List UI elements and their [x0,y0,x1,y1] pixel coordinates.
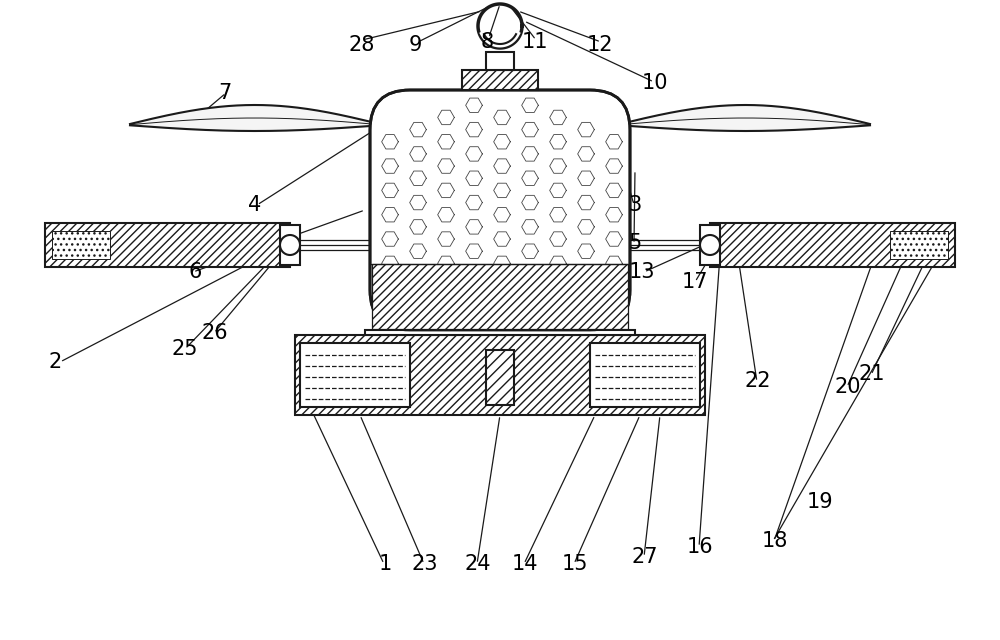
Text: 10: 10 [642,73,668,93]
Text: 25: 25 [172,339,198,359]
Text: 26: 26 [202,323,228,343]
Text: 12: 12 [587,35,613,55]
Bar [372,264,628,329]
Bar [590,343,700,407]
Bar [710,223,955,267]
Circle shape [280,235,300,255]
Text: 2: 2 [48,351,62,372]
Text: 17: 17 [682,271,708,292]
Bar [486,350,514,405]
Text: 22: 22 [745,371,771,391]
Text: 20: 20 [835,377,861,397]
FancyBboxPatch shape [370,90,630,330]
Text: 7: 7 [218,83,232,103]
Text: 23: 23 [412,554,438,575]
Text: 28: 28 [349,35,375,55]
Text: 24: 24 [465,554,491,575]
Bar [462,70,538,90]
Text: 9: 9 [408,35,422,55]
Text: 8: 8 [480,31,494,52]
Bar [890,231,948,259]
Circle shape [700,235,720,255]
Text: 3: 3 [628,195,642,215]
Bar [700,225,720,265]
Bar [300,343,410,407]
Text: 1: 1 [378,554,392,575]
Text: 18: 18 [762,531,788,551]
Bar [52,231,110,259]
Bar [280,225,300,265]
Text: 4: 4 [248,195,262,215]
Text: 11: 11 [522,31,548,52]
Bar [486,52,514,70]
Text: 13: 13 [629,262,655,282]
Text: 5: 5 [628,233,642,253]
Text: 27: 27 [632,547,658,567]
Bar [45,223,290,267]
Text: 16: 16 [687,537,713,557]
Text: 19: 19 [807,492,833,513]
Bar [295,335,705,415]
Text: 15: 15 [562,554,588,575]
Text: 21: 21 [859,364,885,385]
Text: 6: 6 [188,262,202,282]
Text: 14: 14 [512,554,538,575]
Bar [365,330,635,335]
